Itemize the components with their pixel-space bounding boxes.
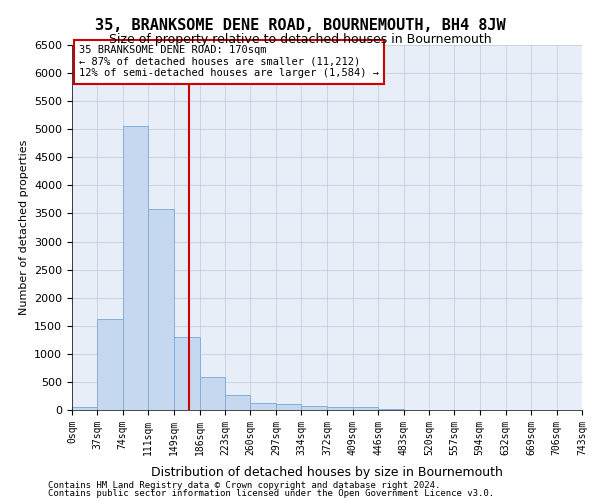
Bar xyxy=(225,394,250,410)
Bar xyxy=(353,407,378,410)
Text: Contains public sector information licensed under the Open Government Licence v3: Contains public sector information licen… xyxy=(48,488,494,498)
Bar xyxy=(148,209,174,410)
Bar xyxy=(200,378,225,410)
Text: Contains HM Land Registry data © Crown copyright and database right 2024.: Contains HM Land Registry data © Crown c… xyxy=(48,481,440,490)
Bar xyxy=(276,404,301,410)
Bar xyxy=(123,126,148,410)
Bar xyxy=(328,406,353,410)
Bar xyxy=(174,337,200,410)
X-axis label: Distribution of detached houses by size in Bournemouth: Distribution of detached houses by size … xyxy=(151,466,503,479)
Text: 35, BRANKSOME DENE ROAD, BOURNEMOUTH, BH4 8JW: 35, BRANKSOME DENE ROAD, BOURNEMOUTH, BH… xyxy=(95,18,505,32)
Text: Size of property relative to detached houses in Bournemouth: Size of property relative to detached ho… xyxy=(109,32,491,46)
Bar xyxy=(97,319,123,410)
Text: 35 BRANKSOME DENE ROAD: 170sqm
← 87% of detached houses are smaller (11,212)
12%: 35 BRANKSOME DENE ROAD: 170sqm ← 87% of … xyxy=(79,45,379,78)
Bar xyxy=(72,407,97,410)
Bar xyxy=(250,402,276,410)
Bar xyxy=(301,406,328,410)
Y-axis label: Number of detached properties: Number of detached properties xyxy=(19,140,29,315)
